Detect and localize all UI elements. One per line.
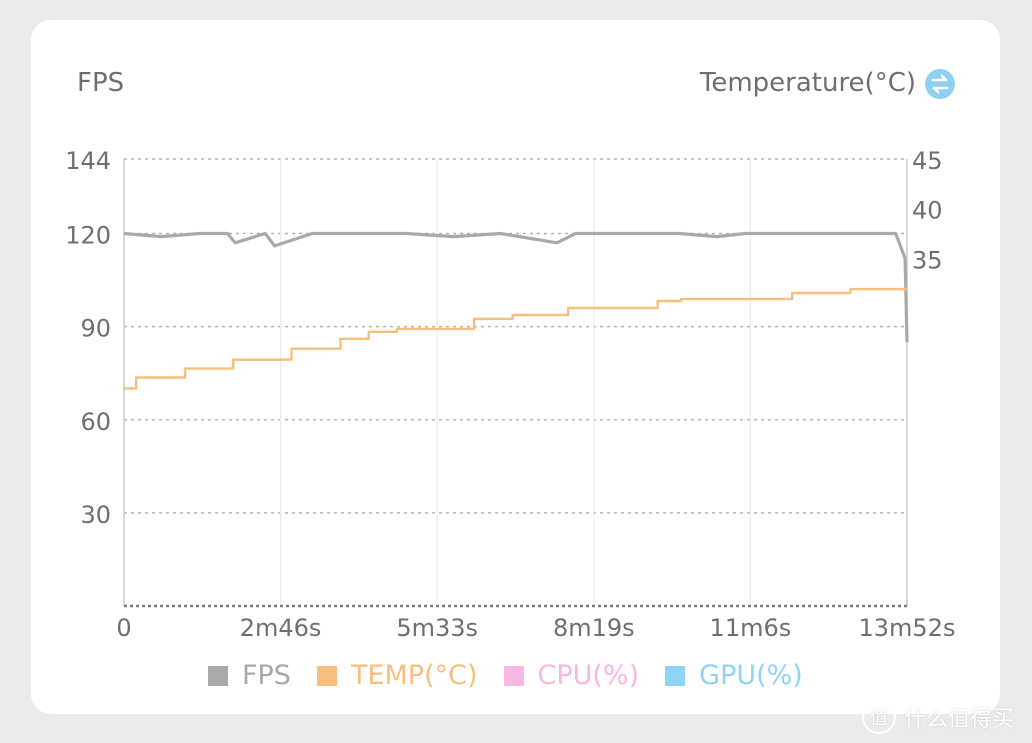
x-tick-label: 11m6s: [710, 614, 792, 642]
legend-label: TEMP(°C): [350, 660, 478, 691]
legend-swatch: [208, 665, 228, 686]
series-layer: [123, 231, 909, 390]
left-axis-title: FPS: [77, 68, 125, 98]
x-tick-label: 2m46s: [240, 614, 322, 642]
legend-item[interactable]: GPU(%): [665, 660, 803, 691]
watermark-text: 什么值得买: [904, 707, 1015, 732]
legend-label: CPU(%): [537, 660, 640, 691]
x-tick-label: 5m33s: [396, 614, 478, 642]
x-tick-label: 13m52s: [859, 614, 956, 642]
y-left-tick-label: 60: [80, 408, 111, 436]
y-left-tick-label: 90: [80, 315, 111, 343]
chart-card: [31, 20, 1000, 714]
legend-swatch: [665, 665, 686, 686]
zhi-icon: 值: [862, 700, 896, 734]
y-left-tick-label: 30: [80, 501, 111, 529]
legend-label: FPS: [242, 660, 291, 691]
watermark: 值 什么值得买: [862, 700, 1014, 734]
grid: [123, 158, 908, 608]
right-axis-title: Temperature(°C): [699, 68, 916, 98]
legend-swatch: [316, 665, 337, 686]
legend-item[interactable]: TEMP(°C): [316, 660, 478, 691]
right-y-axis: 45 40 35: [912, 147, 943, 274]
x-tick-label: 8m19s: [553, 614, 635, 642]
y-left-tick-label: 144: [65, 147, 111, 175]
legend-swatch: [503, 665, 524, 686]
y-left-tick-label: 120: [65, 222, 111, 250]
swap-arrows-icon[interactable]: [925, 69, 955, 99]
series-line-temp-c: [124, 287, 907, 390]
series-line-fps: [123, 231, 909, 343]
legend: FPS TEMP(°C) CPU(%) GPU(%): [208, 660, 829, 691]
x-tick-label: 0: [116, 614, 131, 642]
y-right-tick-label: 45: [912, 147, 943, 175]
left-y-axis: 144 120 90 60 30: [65, 147, 111, 529]
y-right-tick-label: 35: [912, 246, 943, 274]
legend-item[interactable]: FPS: [208, 660, 291, 691]
y-right-tick-label: 40: [912, 197, 943, 225]
legend-label: GPU(%): [699, 660, 803, 691]
legend-item[interactable]: CPU(%): [503, 660, 640, 691]
x-axis: 0 2m46s 5m33s 8m19s 11m6s 13m52s: [116, 614, 955, 642]
